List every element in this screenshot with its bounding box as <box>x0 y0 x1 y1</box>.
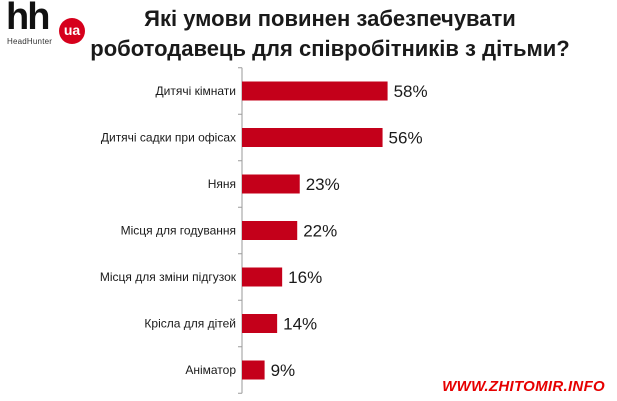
bar <box>242 174 300 194</box>
bar <box>242 221 298 240</box>
bar <box>242 81 388 101</box>
category-label: Місця для зміни підгузок <box>100 270 237 284</box>
chart-title: Які умови повинен забезпечувати роботода… <box>80 4 580 64</box>
category-label: Місця для годування <box>121 224 236 238</box>
category-label: Дитячі кімнати <box>156 84 236 98</box>
category-label: Аніматор <box>185 363 236 377</box>
logo-badge-circle <box>59 18 85 44</box>
category-label: Няня <box>208 177 236 191</box>
bar <box>242 314 278 333</box>
chart-title-line-1: Які умови повинен забезпечувати <box>144 6 516 31</box>
headhunter-logo: hh ua HeadHunter <box>6 0 86 52</box>
bar <box>242 267 283 287</box>
value-label: 16% <box>288 268 322 287</box>
logo-mark: hh <box>6 0 50 38</box>
value-label: 22% <box>303 222 337 241</box>
value-label: 14% <box>283 315 317 334</box>
bar <box>242 360 265 380</box>
category-label: Дитячі садки при офісах <box>101 131 236 145</box>
value-label: 58% <box>394 82 428 101</box>
value-label: 9% <box>271 361 296 380</box>
category-label: Крісла для дітей <box>144 317 236 331</box>
logo-badge-text: ua <box>63 22 81 38</box>
bar <box>242 128 383 147</box>
value-label: 23% <box>306 175 340 194</box>
logo-subtitle: HeadHunter <box>7 37 53 46</box>
site-watermark: WWW.ZHITOMIR.INFO <box>442 378 605 395</box>
value-label: 56% <box>389 129 423 148</box>
chart-title-line-2: роботодавець для співробітників з дітьми… <box>90 36 570 61</box>
